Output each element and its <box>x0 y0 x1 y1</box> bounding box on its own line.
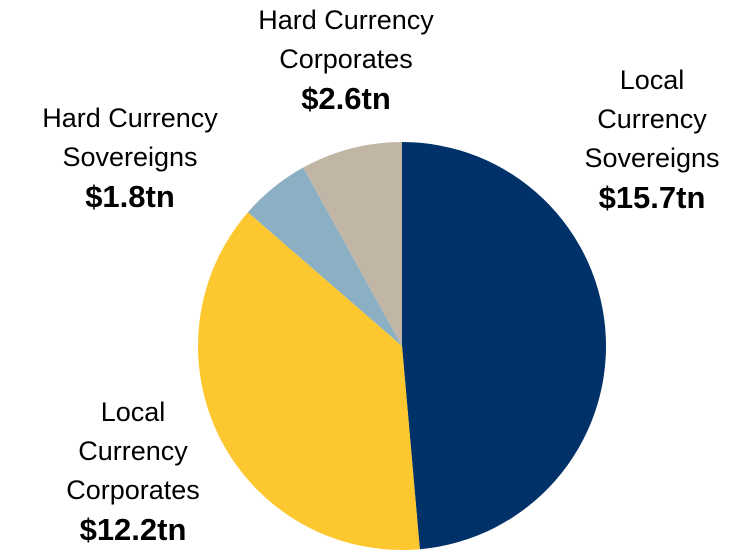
value-label: $12.2tn <box>79 512 187 547</box>
category-label: Local Currency Sovereigns <box>584 65 720 173</box>
category-label: Local Currency Corporates <box>66 397 200 505</box>
pie-slice <box>402 142 607 550</box>
slice-label: Hard Currency Corporates $2.6tn <box>226 1 466 119</box>
value-label: $1.8tn <box>85 179 175 214</box>
pie-slice <box>303 142 402 346</box>
pie-slice <box>247 167 402 346</box>
value-label: $2.6tn <box>301 81 391 116</box>
category-label: Hard Currency Sovereigns <box>42 103 218 172</box>
slice-label: Hard Currency Sovereigns $1.8tn <box>10 99 250 217</box>
pie-slice <box>197 212 420 551</box>
category-label: Hard Currency Corporates <box>258 5 434 74</box>
slice-label: Local Currency Sovereigns $15.7tn <box>577 61 727 218</box>
slice-label: Local Currency Corporates $12.2tn <box>48 393 218 550</box>
value-label: $15.7tn <box>598 180 706 215</box>
